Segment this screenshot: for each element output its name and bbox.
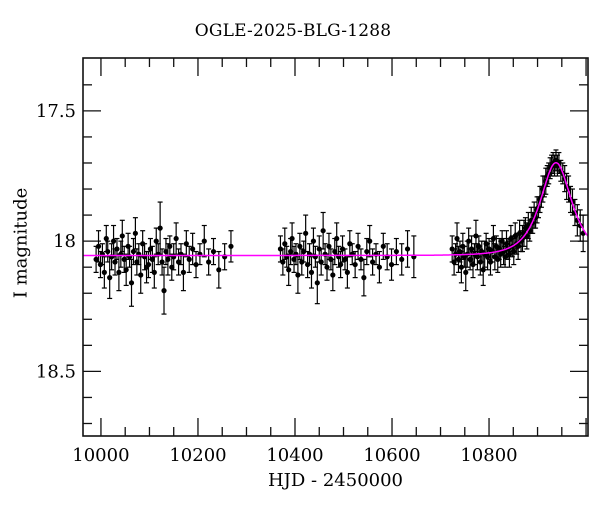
- data-point: [324, 253, 330, 281]
- data-point: [157, 201, 163, 255]
- data-point: [151, 256, 157, 289]
- data-point: [93, 245, 99, 273]
- data-point: [376, 250, 383, 284]
- x-tick-label: 10400: [266, 445, 323, 466]
- data-point: [101, 256, 107, 289]
- data-point: [506, 240, 513, 268]
- y-tick-label: 18: [53, 231, 76, 252]
- plot-box: [82, 57, 589, 437]
- data-point: [314, 261, 320, 305]
- data-point: [320, 211, 326, 250]
- data-point: [186, 245, 192, 273]
- x-tick-label: 10600: [363, 445, 420, 466]
- tick-labels: 10000 10200 10400 10600 10800 17.5 18 18.5: [36, 101, 518, 466]
- data-point: [399, 243, 405, 276]
- data-point: [411, 235, 417, 279]
- data-point: [155, 243, 161, 266]
- data-point: [197, 243, 203, 266]
- y-tick-label: 18.5: [36, 361, 76, 382]
- data-point: [370, 248, 376, 276]
- data-point: [128, 258, 135, 307]
- data-point: [393, 237, 399, 266]
- data-point: [458, 250, 464, 284]
- data-point: [201, 224, 207, 258]
- data-point: [190, 232, 196, 266]
- data-point: [490, 224, 497, 253]
- data-point: [349, 243, 355, 266]
- data-point: [295, 256, 301, 294]
- data-point: [216, 250, 222, 289]
- data-point: [342, 248, 348, 271]
- y-axis-label: I magnitude: [10, 187, 32, 299]
- data-point: [222, 243, 228, 271]
- data-point: [318, 248, 324, 276]
- data-point: [210, 237, 217, 266]
- data-points: [93, 149, 586, 315]
- x-tick-label: 10200: [169, 445, 226, 466]
- data-point: [364, 237, 370, 266]
- x-tick-label: 10000: [72, 445, 129, 466]
- data-point: [358, 248, 364, 271]
- data-point: [171, 243, 177, 271]
- data-point: [183, 230, 189, 258]
- data-point: [280, 248, 286, 276]
- data-point: [404, 230, 411, 268]
- data-point: [291, 245, 297, 273]
- data-point: [282, 227, 288, 260]
- data-point: [165, 243, 171, 276]
- data-point: [367, 224, 373, 258]
- data-point: [95, 230, 102, 263]
- axis-ticks: [83, 58, 588, 436]
- data-point: [169, 253, 175, 281]
- x-axis-label: HJD - 2450000: [267, 470, 404, 491]
- data-point: [130, 237, 137, 266]
- data-point: [180, 253, 187, 292]
- x-tick-label: 10800: [460, 445, 517, 466]
- data-point: [361, 258, 367, 297]
- data-point: [468, 235, 475, 263]
- model-curve: [83, 161, 588, 257]
- data-point: [112, 248, 118, 276]
- data-point: [206, 248, 212, 276]
- data-point: [388, 248, 395, 281]
- y-tick-label: 17.5: [36, 101, 76, 122]
- data-point: [110, 224, 117, 258]
- data-point: [161, 266, 167, 315]
- chart-title: OGLE-2025-BLG-1288: [194, 21, 392, 41]
- data-point: [228, 230, 234, 263]
- data-point: [334, 222, 340, 255]
